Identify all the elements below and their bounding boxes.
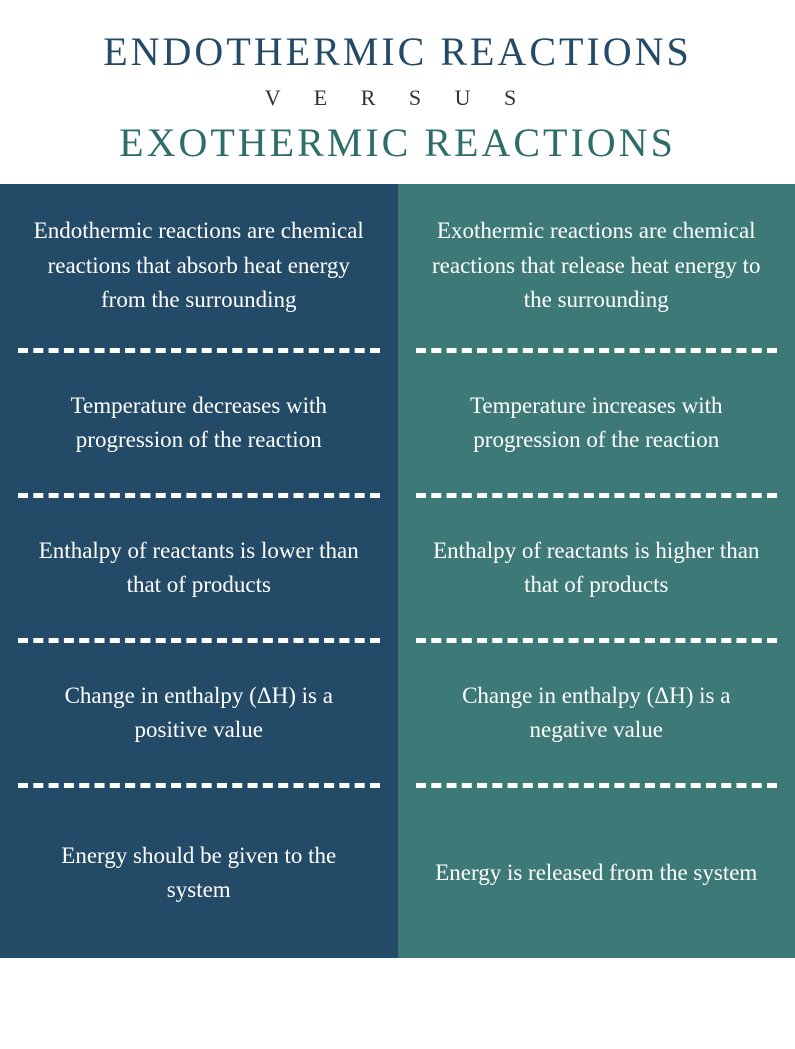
versus-label: V E R S U S bbox=[20, 85, 775, 111]
cell-left-1: Temperature decreases with progression o… bbox=[0, 353, 398, 493]
footer-credit: Visit www.pediaa.com bbox=[559, 994, 735, 1017]
cell-right-2: Enthalpy of reactants is higher than tha… bbox=[398, 498, 795, 638]
column-endothermic: Endothermic reactions are chemical react… bbox=[0, 184, 398, 958]
title-exothermic: EXOTHERMIC REACTIONS bbox=[20, 119, 775, 166]
header: ENDOTHERMIC REACTIONS V E R S U S EXOTHE… bbox=[0, 0, 795, 184]
cell-right-1: Temperature increases with progression o… bbox=[398, 353, 795, 493]
column-exothermic: Exothermic reactions are chemical reacti… bbox=[398, 184, 795, 958]
cell-right-3: Change in enthalpy (ΔH) is a negative va… bbox=[398, 643, 795, 783]
cell-left-3: Change in enthalpy (ΔH) is a positive va… bbox=[0, 643, 398, 783]
cell-left-2: Enthalpy of reactants is lower than that… bbox=[0, 498, 398, 638]
title-endothermic: ENDOTHERMIC REACTIONS bbox=[20, 28, 775, 75]
cell-left-0: Endothermic reactions are chemical react… bbox=[0, 184, 398, 348]
comparison-columns: Endothermic reactions are chemical react… bbox=[0, 184, 795, 958]
cell-left-4: Energy should be given to the system bbox=[0, 788, 398, 958]
cell-right-0: Exothermic reactions are chemical reacti… bbox=[398, 184, 795, 348]
cell-right-4: Energy is released from the system bbox=[398, 788, 795, 958]
